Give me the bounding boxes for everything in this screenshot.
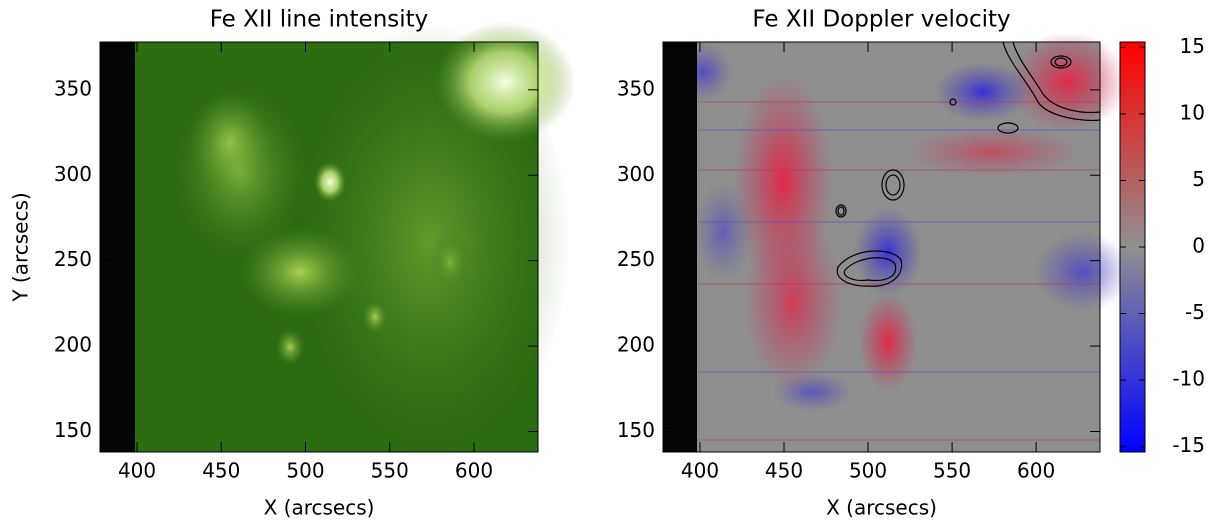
x-tick-label: 500 [286,459,324,483]
x-tick-label: 550 [371,459,409,483]
x-tick-label: 400 [681,459,719,483]
colorbar-tick-label: -10 [1172,367,1205,391]
x-axis-label: X (arcsecs) [826,496,937,520]
image [100,22,575,462]
x-tick-label: 500 [849,459,887,483]
y-tick-label: 250 [617,247,655,271]
y-tick-label: 150 [54,418,92,442]
x-tick-label: 450 [765,459,803,483]
y-tick-label: 200 [617,333,655,357]
panels: Fe XII line intensity X (arcsecs) Y (arcse… [9,7,1206,520]
plot-frame [99,41,539,453]
y-tick-label: 350 [54,76,92,100]
chart-title: Fe XII Doppler velocity [752,7,1010,33]
x-tick-label: 400 [118,459,156,483]
image [662,31,1134,453]
colorbar-tick-label: -15 [1172,433,1205,457]
x-tick-label: 600 [455,459,493,483]
y-tick-label: 300 [54,162,92,186]
chart-title: Fe XII line intensity [210,7,429,33]
x-tick-label: 450 [202,459,240,483]
colorbar-tick-label: 10 [1180,100,1205,124]
plot-frame [662,41,1101,453]
y-tick-label: 250 [54,247,92,271]
x-tick-label: 600 [1017,459,1055,483]
colorbar-tick-label: 0 [1192,234,1205,258]
y-tick-label: 300 [617,162,655,186]
y-axis-label: Y (arcsecs) [9,192,33,302]
x-axis-label: X (arcsecs) [264,496,375,520]
y-tick-label: 350 [617,76,655,100]
colorbar-tick-label: 5 [1192,167,1205,191]
y-tick-label: 200 [54,333,92,357]
colorbar-tick-label: 15 [1180,34,1205,58]
x-tick-label: 550 [933,459,971,483]
y-tick-label: 150 [617,418,655,442]
colorbar-tick-label: -5 [1185,300,1205,324]
